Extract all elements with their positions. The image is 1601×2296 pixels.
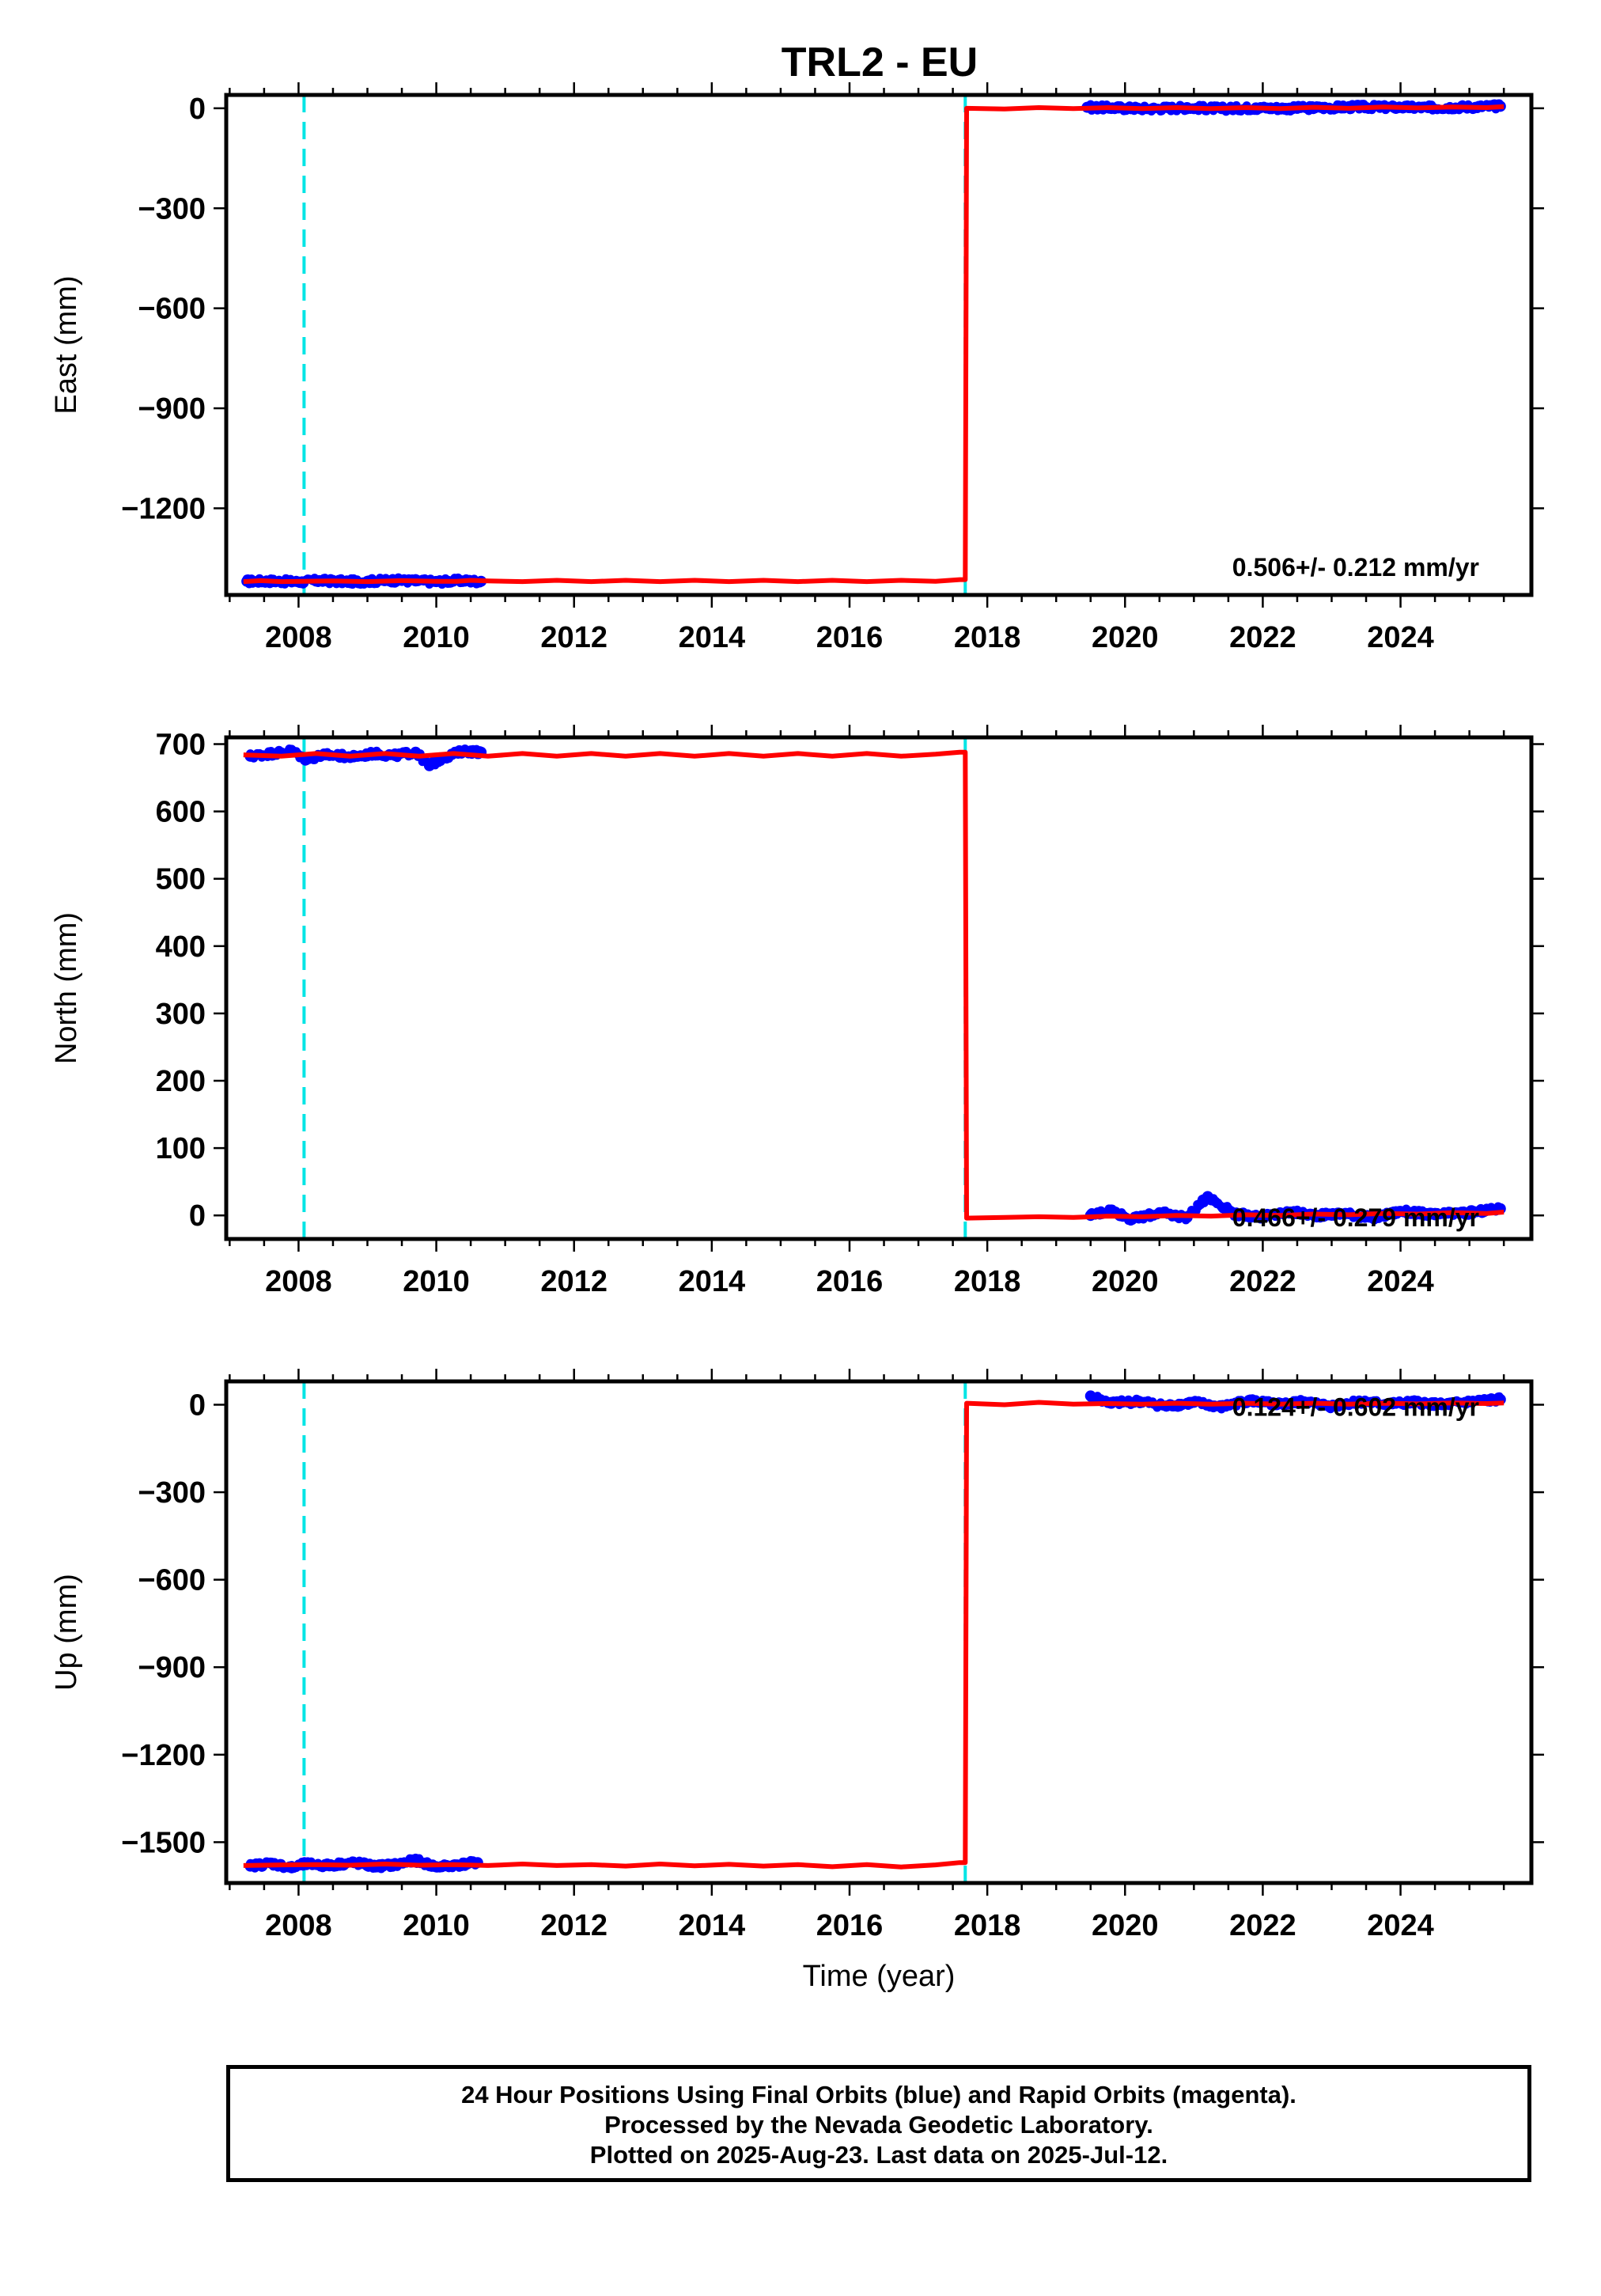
x-tick-label: 2010 [403, 621, 470, 654]
y-tick-label: −600 [138, 293, 206, 326]
model-line-up [243, 1400, 1504, 1870]
x-tick-label: 2018 [954, 1265, 1021, 1298]
velocity-label: 0.124+/- 0.602 mm/yr [1232, 1392, 1479, 1421]
position-point [1084, 1390, 1096, 1402]
y-axis-label: Up (mm) [50, 1574, 83, 1691]
footer-line-2: Processed by the Nevada Geodetic Laborat… [604, 2111, 1153, 2139]
plot-frame [224, 735, 1534, 1241]
panel-east: 2008 2010 2012 2014 2016 2018 2020 2022 2024 0 −30… [50, 82, 1544, 654]
x-tick-label: 2024 [1367, 1265, 1434, 1298]
x-axis-label: Time (year) [803, 1960, 956, 1993]
y-tick-label: −1200 [121, 492, 206, 525]
position-point [1202, 1191, 1213, 1203]
daily-positions-up [244, 1390, 1506, 1874]
position-point [423, 760, 435, 771]
x-tick-label: 2020 [1092, 1909, 1159, 1942]
y-axis-label: North (mm) [50, 912, 83, 1064]
y-tick-label: 600 [156, 796, 206, 829]
x-tick-label: 2012 [540, 621, 607, 654]
daily-positions-east [241, 99, 1506, 589]
x-tick-label: 2016 [816, 1909, 884, 1942]
x-tick-label: 2008 [265, 1909, 332, 1942]
plot-frame [224, 93, 1534, 597]
y-tick-label: 0 [189, 1389, 206, 1422]
y-tick-label: 0 [189, 93, 206, 126]
chart-title: TRL2 - EU [782, 40, 978, 85]
velocity-label: 0.506+/- 0.212 mm/yr [1232, 553, 1479, 582]
footer-caption-box: 24 Hour Positions Using Final Orbits (bl… [226, 2065, 1531, 2182]
y-tick-label: −600 [138, 1564, 206, 1597]
x-tick-label: 2018 [954, 621, 1021, 654]
x-tick-label: 2014 [679, 621, 746, 654]
x-tick-label: 2008 [265, 1265, 332, 1298]
x-tick-label: 2024 [1367, 1909, 1434, 1942]
x-tick-label: 2008 [265, 621, 332, 654]
footer-line-1: 24 Hour Positions Using Final Orbits (bl… [461, 2081, 1296, 2108]
y-tick-label: 200 [156, 1065, 206, 1098]
y-tick-label: 100 [156, 1132, 206, 1165]
y-tick-label: −1200 [121, 1739, 206, 1772]
y-tick-label: −900 [138, 392, 206, 426]
y-tick-label: −300 [138, 1476, 206, 1510]
x-tick-label: 2016 [816, 621, 884, 654]
model-line-north [243, 749, 1504, 1221]
y-tick-label: 500 [156, 863, 206, 896]
x-tick-label: 2024 [1367, 621, 1434, 654]
velocity-label: 0.466+/- 0.279 mm/yr [1232, 1203, 1479, 1232]
y-tick-label: −1500 [121, 1826, 206, 1859]
x-tick-label: 2014 [679, 1265, 746, 1298]
y-tick-label: 400 [156, 930, 206, 964]
x-tick-label: 2020 [1092, 621, 1159, 654]
y-axis-label: East (mm) [50, 275, 83, 414]
x-tick-label: 2014 [679, 1909, 746, 1942]
x-tick-label: 2012 [540, 1909, 607, 1942]
panel-up: 2008 2010 2012 2014 2016 2018 2020 2022 2024 0 −30… [50, 1369, 1544, 1993]
x-tick-label: 2020 [1092, 1265, 1159, 1298]
x-tick-label: 2018 [954, 1909, 1021, 1942]
model-line-east [243, 104, 1504, 585]
x-tick-label: 2022 [1229, 1909, 1296, 1942]
y-tick-label: −900 [138, 1651, 206, 1684]
y-tick-label: 0 [189, 1199, 206, 1233]
x-tick-label: 2016 [816, 1265, 884, 1298]
panel-north: 2008 2010 2012 2014 2016 2018 2020 2022 2024 700 6… [50, 725, 1544, 1298]
plot-frame [224, 1379, 1534, 1885]
x-tick-label: 2010 [403, 1265, 470, 1298]
x-tick-label: 2022 [1229, 621, 1296, 654]
y-tick-label: 700 [156, 729, 206, 762]
x-tick-label: 2022 [1229, 1265, 1296, 1298]
daily-positions-north [244, 744, 1506, 1226]
y-tick-label: −300 [138, 192, 206, 225]
x-tick-label: 2012 [540, 1265, 607, 1298]
y-tick-label: 300 [156, 998, 206, 1031]
position-point [1105, 1204, 1117, 1216]
x-tick-label: 2010 [403, 1909, 470, 1942]
footer-line-3: Plotted on 2025-Aug-23. Last data on 202… [589, 2141, 1168, 2169]
